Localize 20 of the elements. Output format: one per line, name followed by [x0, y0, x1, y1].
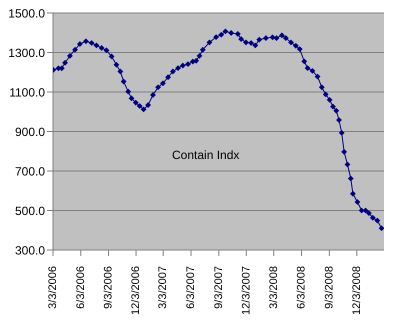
x-tick-label: 9/3/2008 [323, 266, 336, 309]
y-tick-label: 300.0 [14, 243, 46, 258]
y-tick-label: 700.0 [14, 164, 46, 178]
x-tick-label: 12/3/2006 [130, 266, 142, 315]
x-tick-label: 12/3/2008 [350, 266, 363, 315]
y-tick-label: 1500.0 [8, 6, 46, 20]
annotation: Contain Indx [172, 148, 240, 162]
y-tick-label: 1300.0 [8, 46, 46, 60]
x-tick-label: 3/3/2006 [47, 266, 59, 309]
x-tick-label: 3/3/2007 [157, 266, 170, 309]
x-tick-label: 12/3/2007 [240, 266, 252, 315]
y-tick-label: 500.0 [14, 204, 46, 218]
x-tick-label: 3/3/2008 [268, 266, 280, 309]
x-tick-label: 6/3/2007 [185, 266, 198, 309]
x-tick-label: 6/3/2006 [74, 266, 87, 309]
x-tick-label: 9/3/2007 [212, 266, 225, 309]
y-tick-label: 1100.0 [9, 85, 46, 100]
x-tick-label: 9/3/2006 [102, 266, 115, 309]
x-tick-label: 6/3/2008 [296, 266, 308, 309]
y-tick-label: 900.0 [14, 124, 46, 139]
